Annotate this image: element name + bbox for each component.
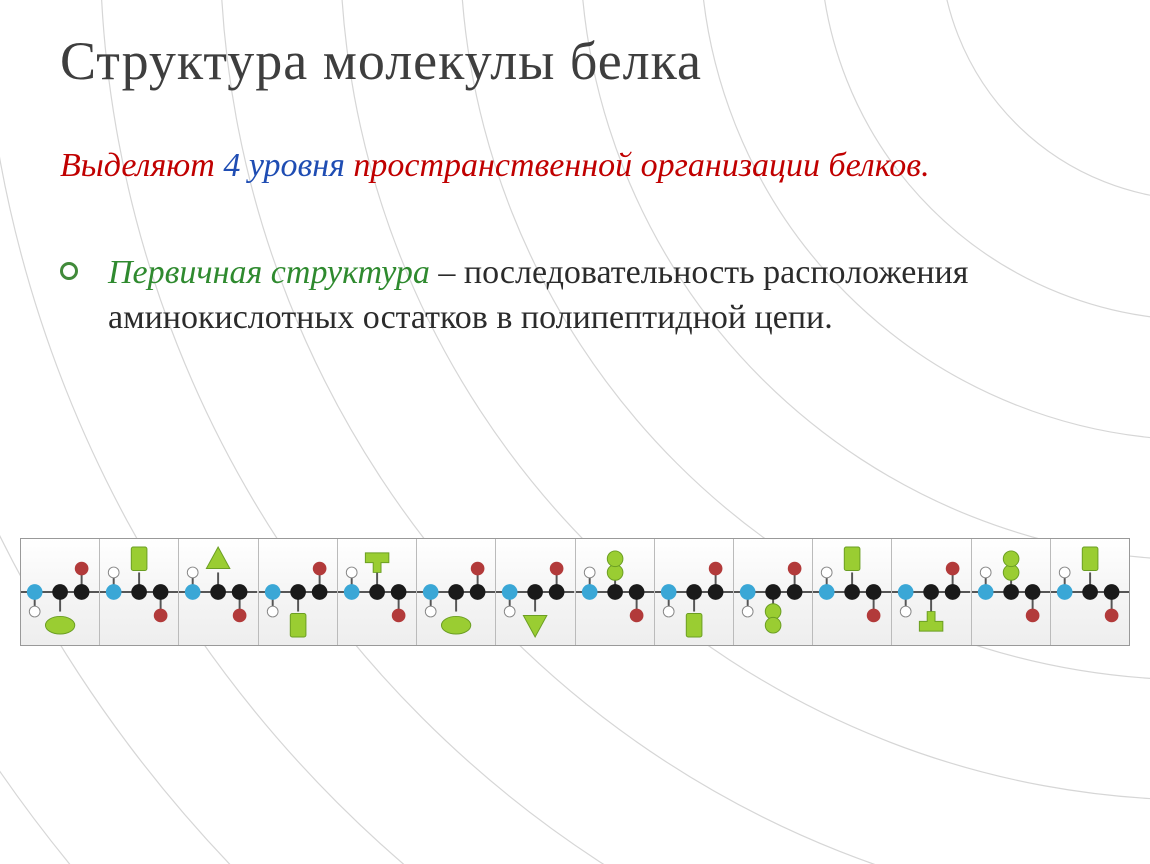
subtitle-part-2: 4 уровня	[223, 147, 345, 184]
amino-acid-residue	[417, 539, 496, 645]
amino-acid-residue	[259, 539, 338, 645]
paragraph-lead: Первичная структура	[108, 254, 430, 291]
amino-acid-residue	[21, 539, 100, 645]
amino-acid-residue	[892, 539, 971, 645]
paragraph: Первичная структура – последовательность…	[108, 250, 1090, 342]
amino-acid-residue	[179, 539, 258, 645]
amino-acid-residue	[576, 539, 655, 645]
slide-title: Структура молекулы белка	[60, 30, 1090, 92]
subtitle: Выделяют 4 уровня пространственной орган…	[60, 142, 1090, 190]
amino-acid-residue	[1051, 539, 1129, 645]
subtitle-part-1: Выделяют	[60, 147, 223, 184]
slide-content: Структура молекулы белка Выделяют 4 уров…	[0, 0, 1150, 341]
bullet-icon	[60, 262, 78, 280]
amino-acid-residue	[100, 539, 179, 645]
amino-acid-residue	[972, 539, 1051, 645]
amino-acid-residue	[496, 539, 575, 645]
amino-acid-residue	[813, 539, 892, 645]
bullet-block: Первичная структура – последовательность…	[60, 250, 1090, 342]
amino-acid-residue	[655, 539, 734, 645]
amino-acid-residue	[338, 539, 417, 645]
amino-acid-residue	[734, 539, 813, 645]
subtitle-part-3: пространственной организации белков.	[345, 147, 930, 184]
protein-chain-diagram	[20, 538, 1130, 646]
